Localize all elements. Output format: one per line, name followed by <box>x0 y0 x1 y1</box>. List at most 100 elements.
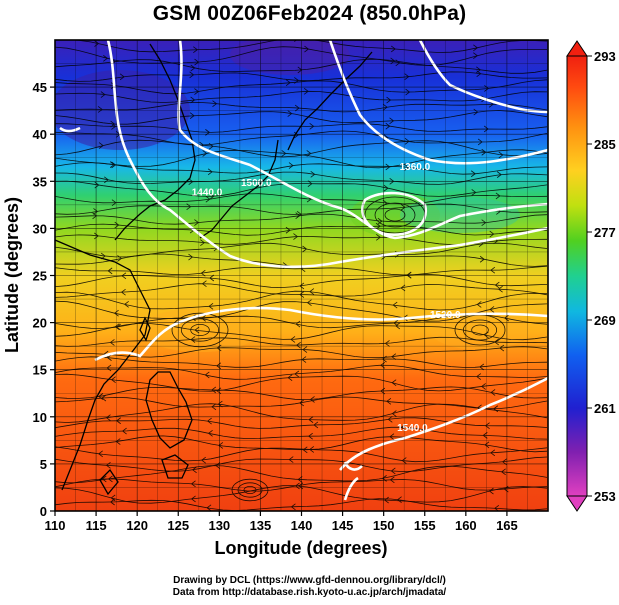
streamline-arrow <box>191 495 196 503</box>
credit-data: Data from http://database.rish.kyoto-u.a… <box>172 587 447 598</box>
streamline-arrow <box>194 88 199 95</box>
streamline-arrow <box>389 433 395 440</box>
y-tick-label: 30 <box>33 221 47 236</box>
geopotential-contours <box>59 40 548 501</box>
credit-drawing: Drawing by DCL (https://www.gfd-dennou.o… <box>173 575 446 586</box>
streamline-arrow <box>103 55 108 62</box>
streamline-arrow <box>101 394 107 402</box>
graticule-grid <box>54 40 548 512</box>
streamline-arrow <box>405 88 410 96</box>
streamline-arrow <box>489 230 494 238</box>
streamline-arrow <box>309 288 315 295</box>
streamline-arrow <box>216 362 222 370</box>
streamline-arrow <box>308 416 314 423</box>
streamline-arrow <box>477 138 483 146</box>
colorbar-bottom-arrow <box>566 495 588 512</box>
contour-label: 1520.0 <box>430 310 461 321</box>
streamline-arrow <box>189 112 195 120</box>
streamline-arrow <box>111 161 116 169</box>
streamline-arrow <box>400 203 406 211</box>
streamline-arrow <box>287 374 293 381</box>
x-tick-label: 140 <box>291 518 313 533</box>
streamline-arrow <box>302 245 307 253</box>
streamline-arrow <box>385 122 390 130</box>
streamline-arrow <box>207 417 212 425</box>
x-tick-label: 145 <box>332 518 354 533</box>
streamline-arrow <box>402 457 407 464</box>
streamline-arrow <box>111 199 117 206</box>
streamline-arrow <box>473 52 478 60</box>
streamline-arrow <box>97 106 103 113</box>
streamline-arrow <box>302 346 308 353</box>
streamline-arrow <box>390 476 395 484</box>
map-title: GSM 00Z06Feb2024 (850.0hPa) <box>152 2 467 25</box>
streamline-arrow <box>294 370 300 378</box>
streamline-arrow <box>490 449 496 457</box>
vortex-streamline <box>231 478 269 502</box>
x-tick-label: 110 <box>45 518 66 533</box>
streamline-arrow <box>114 309 119 317</box>
streamline-arrow <box>397 496 402 503</box>
streamline-arrow <box>109 161 115 168</box>
streamline-arrow <box>201 456 206 464</box>
streamline-arrow <box>110 494 116 502</box>
streamline-arrow <box>207 168 213 176</box>
vortex-streamline <box>243 485 257 494</box>
streamline-arrow <box>489 487 494 495</box>
streamline-arrow <box>382 355 387 363</box>
streamline-arrow <box>111 376 116 383</box>
streamline-arrow <box>473 108 478 116</box>
x-tick-label: 120 <box>126 518 148 533</box>
colorbar-tick-label: 285 <box>594 137 616 152</box>
streamline-arrow <box>380 361 386 369</box>
streamline-arrow <box>202 280 207 287</box>
streamline-arrow <box>400 423 406 431</box>
streamline-arrow <box>119 73 125 81</box>
streamline-arrow <box>385 340 390 347</box>
x-tick-label: 135 <box>250 518 272 533</box>
streamline-arrow <box>392 301 398 309</box>
streamline-arrow <box>471 189 476 196</box>
contour-labels: 1440.0 1500.0 1360.0 1520.0 1540.0 <box>192 162 461 434</box>
streamline-arrow <box>208 142 214 150</box>
streamline-arrow <box>483 125 489 133</box>
y-tick-label: 40 <box>33 127 47 142</box>
coastlines <box>55 43 373 496</box>
streamline-arrow <box>479 255 485 263</box>
streamline-arrow <box>473 44 478 52</box>
streamline-arrow <box>308 432 313 440</box>
streamline-arrow <box>485 422 490 430</box>
y-tick-label: 5 <box>40 457 47 472</box>
contour-label: 1540.0 <box>397 423 428 434</box>
streamline-arrow <box>191 480 196 488</box>
streamline-arrow <box>404 137 410 145</box>
streamline-arrow <box>495 192 501 200</box>
credits: Drawing by DCL (https://www.gfd-dennou.o… <box>0 575 619 599</box>
streamline-arrow <box>303 87 309 95</box>
streamline-arrow <box>495 281 500 289</box>
streamline-arrow <box>392 410 397 417</box>
streamline-arrow <box>306 150 311 157</box>
streamline-arrow <box>481 219 486 226</box>
vortex-streamline <box>374 202 416 228</box>
y-tick-label: 0 <box>40 504 47 519</box>
streamline-arrow <box>285 226 291 234</box>
colorbar-tick-label: 277 <box>594 225 616 240</box>
streamline-arrow <box>376 233 381 241</box>
streamline-arrow <box>287 110 292 117</box>
streamline-arrow <box>470 170 476 178</box>
vortex-streamline <box>384 208 406 222</box>
streamline-arrow <box>391 379 397 386</box>
streamline-arrow <box>389 177 394 185</box>
streamline-arrow <box>483 432 488 439</box>
streamline-arrow <box>94 181 99 189</box>
streamline-arrow <box>406 272 412 279</box>
streamline-arrow <box>193 46 198 53</box>
vortex-streamline <box>237 482 263 498</box>
streamline-arrow <box>281 150 286 157</box>
x-tick-label: 165 <box>496 518 518 533</box>
vortex-streamline <box>190 323 210 336</box>
streamline-arrow <box>404 73 409 81</box>
y-tick-label: 35 <box>33 174 47 189</box>
x-tick-label: 160 <box>455 518 477 533</box>
